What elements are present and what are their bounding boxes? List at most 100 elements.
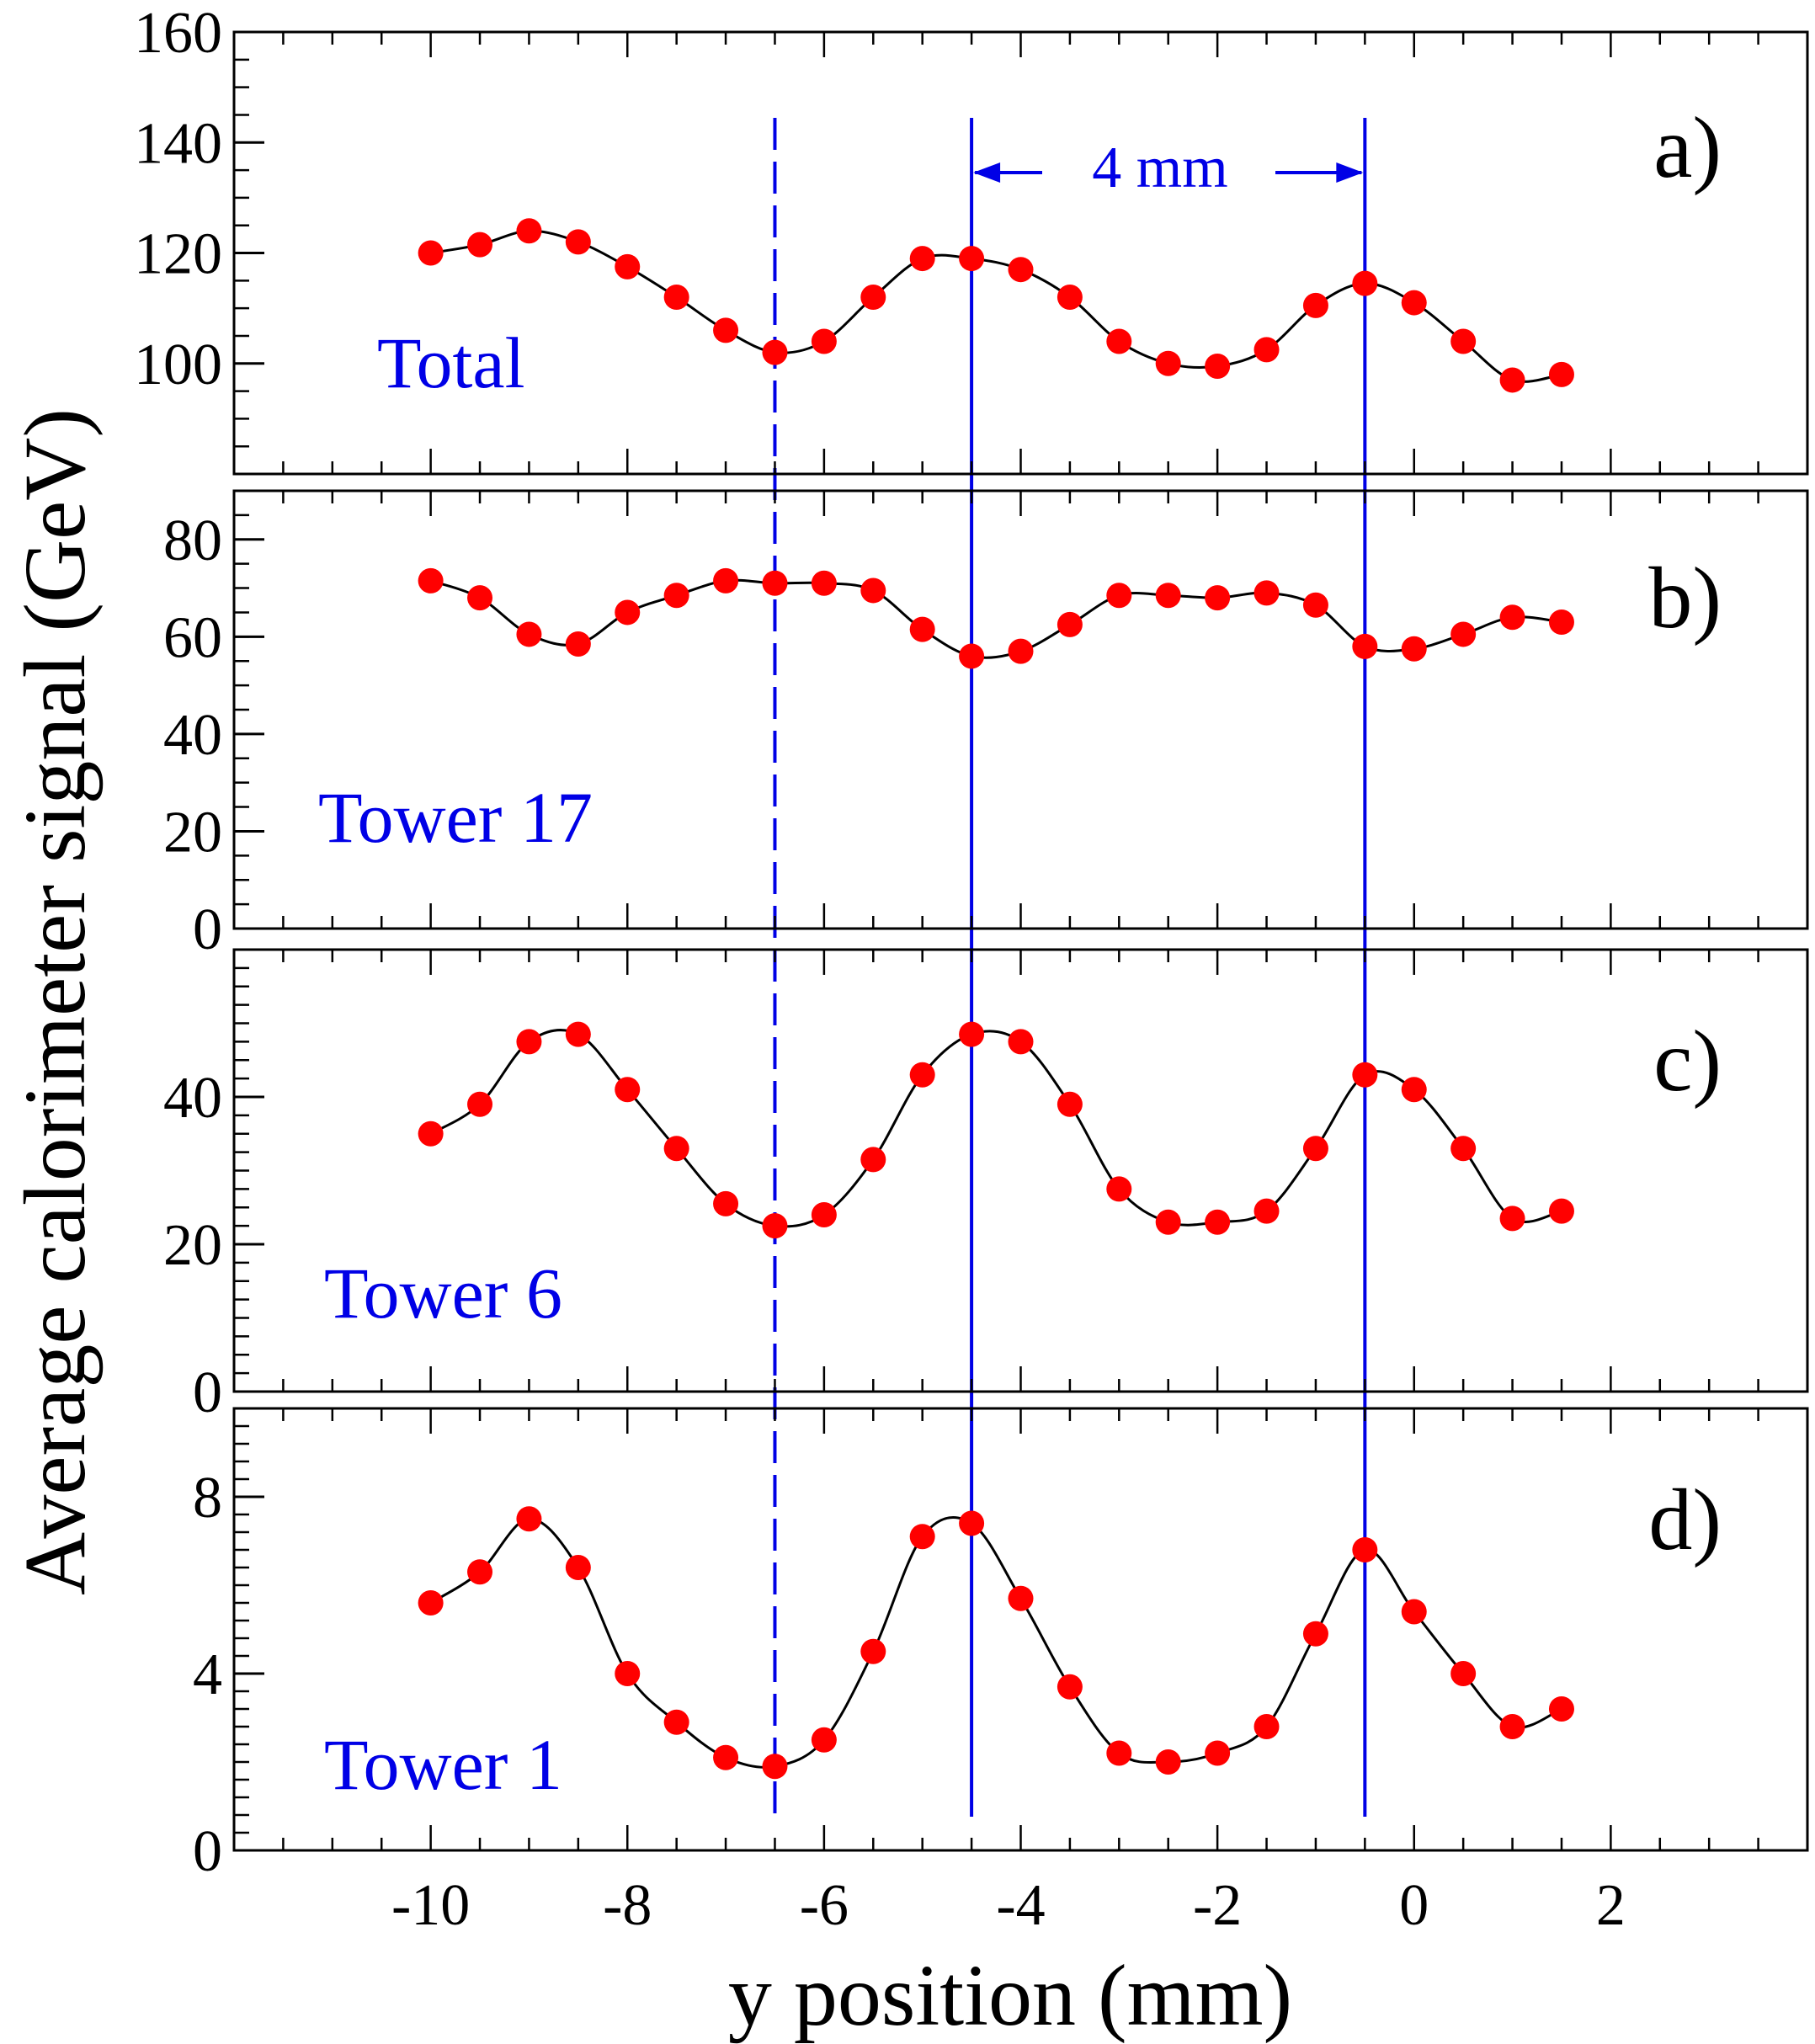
data-point: [762, 570, 788, 596]
y-tick-label: 0: [193, 1360, 222, 1425]
data-point: [1499, 1206, 1525, 1232]
data-point: [1253, 580, 1280, 606]
data-point: [615, 253, 641, 279]
data-point: [565, 1555, 591, 1580]
data-point: [418, 240, 444, 266]
data-point: [1155, 350, 1181, 376]
data-point: [860, 1147, 886, 1173]
data-point: [1106, 1176, 1132, 1202]
data-point: [959, 643, 985, 669]
x-tick-label: -2: [1193, 1873, 1242, 1938]
data-point: [1205, 1740, 1231, 1766]
panel-1: 100 120 140 160 a) Total: [134, 1, 1809, 476]
data-point: [565, 631, 591, 657]
data-point: [467, 1559, 493, 1585]
data-point: [516, 218, 542, 244]
annotation-label: 4 mm: [1092, 136, 1227, 200]
x-tick-label: 2: [1596, 1873, 1626, 1938]
y-tick-label: 40: [163, 703, 222, 768]
data-point: [663, 1709, 689, 1735]
panel-4: 0 4 8 d) Tower 1: [193, 1407, 1809, 1884]
y-axis-title: Average calorimeter signal (GeV): [7, 408, 104, 1595]
y-tick-label: 20: [163, 800, 222, 865]
data-point: [516, 1506, 542, 1532]
y-tick-label: 8: [193, 1466, 222, 1530]
data-point: [663, 285, 689, 310]
data-point: [467, 1091, 493, 1117]
panel-3: 0 20 40 c) Tower 6: [163, 948, 1809, 1425]
series-label: Tower 1: [324, 1724, 562, 1805]
data-point: [1302, 1136, 1328, 1162]
data-point: [418, 1590, 444, 1616]
data-point: [615, 1661, 641, 1686]
data-point: [1205, 1209, 1231, 1235]
data-point: [1057, 611, 1083, 637]
data-point: [418, 567, 444, 594]
y-tick-label: 40: [163, 1066, 222, 1131]
y-tick-label: 0: [193, 897, 222, 962]
data-point: [1106, 583, 1132, 609]
data-point: [1008, 638, 1034, 664]
series-label: Tower 6: [324, 1253, 562, 1333]
data-point: [1155, 1749, 1181, 1775]
data-point: [811, 570, 837, 596]
data-point: [467, 232, 493, 258]
reference-lines-layer: [773, 118, 1367, 1817]
data-point: [1155, 583, 1181, 609]
data-point: [959, 246, 985, 272]
data-point: [713, 1190, 739, 1216]
panel-letter: b): [1648, 550, 1722, 647]
data-point: [860, 1638, 886, 1664]
data-point: [615, 599, 641, 625]
data-point: [909, 616, 935, 642]
data-point: [909, 1524, 935, 1550]
series-curve: [430, 578, 1562, 659]
data-point: [959, 1510, 985, 1536]
x-tick-label: -4: [996, 1873, 1045, 1938]
data-point: [811, 328, 837, 354]
data-point: [615, 1077, 641, 1103]
y-tick-label: 140: [134, 111, 222, 176]
data-point: [1302, 292, 1328, 318]
data-point: [565, 1021, 591, 1047]
data-point: [1352, 270, 1378, 296]
data-point: [1008, 1029, 1034, 1055]
data-point: [1106, 1740, 1132, 1766]
data-point: [762, 1754, 788, 1780]
x-tick-label: -10: [391, 1873, 470, 1938]
data-point: [565, 229, 591, 255]
arrowhead-left: [973, 162, 1001, 183]
data-point: [516, 1029, 542, 1055]
y-tick-label: 80: [163, 508, 222, 573]
data-point: [1499, 1714, 1525, 1739]
data-point: [1401, 1599, 1427, 1625]
data-point: [1155, 1209, 1181, 1235]
data-point: [1450, 621, 1477, 647]
data-point: [1450, 328, 1477, 354]
data-point: [1205, 585, 1231, 611]
data-point: [762, 339, 788, 365]
series-curve: [430, 229, 1562, 383]
x-axis-title: y position (mm): [728, 1947, 1292, 2044]
data-point: [1548, 1696, 1574, 1722]
data-point: [909, 246, 935, 272]
data-point: [1302, 592, 1328, 618]
data-point: [1008, 257, 1034, 283]
panel-frame: [232, 489, 1809, 930]
x-tick-label: -8: [603, 1873, 652, 1938]
data-point: [713, 567, 739, 594]
data-point: [1499, 367, 1525, 393]
data-point: [811, 1727, 837, 1753]
y-tick-label: 120: [134, 222, 222, 287]
data-point: [1253, 1198, 1280, 1224]
data-point: [1057, 285, 1083, 310]
data-point: [1205, 354, 1231, 380]
data-point: [1401, 290, 1427, 316]
data-point: [1450, 1661, 1477, 1686]
data-point: [1401, 636, 1427, 662]
panel-frame: [232, 30, 1809, 476]
data-point: [1057, 1091, 1083, 1117]
data-point: [1450, 1136, 1477, 1162]
